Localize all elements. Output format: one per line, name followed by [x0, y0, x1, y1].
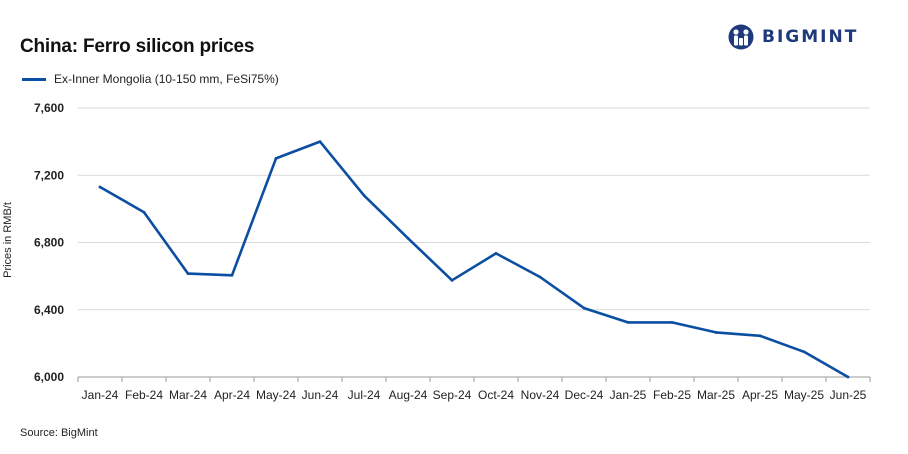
data-point — [670, 320, 674, 324]
data-point — [626, 320, 630, 324]
x-tick-label: Feb-25 — [653, 388, 691, 402]
data-point — [538, 275, 542, 279]
x-tick-label: Jan-25 — [610, 388, 647, 402]
data-point — [714, 331, 718, 334]
data-point — [362, 194, 366, 197]
y-tick-label: 6,800 — [34, 236, 64, 250]
y-tick-label: 7,600 — [34, 101, 64, 115]
x-tick-label: Dec-24 — [565, 388, 604, 402]
y-tick-label: 6,000 — [34, 370, 64, 384]
x-tick-label: Nov-24 — [521, 388, 560, 402]
chart-legend: Ex-Inner Mongolia (10-150 mm, FeSi75%) — [22, 72, 279, 86]
x-tick-label: Jan-24 — [82, 388, 119, 402]
data-point — [494, 252, 498, 255]
data-point — [802, 350, 806, 354]
data-point — [450, 278, 454, 282]
bigmint-logo-icon — [728, 24, 754, 50]
x-tick-label: Mar-24 — [169, 388, 207, 402]
x-tick-label: Jun-24 — [302, 388, 339, 402]
data-point — [230, 273, 234, 277]
x-tick-label: Apr-24 — [214, 388, 250, 402]
data-point — [186, 272, 190, 276]
data-point — [98, 185, 102, 189]
x-tick-label: Oct-24 — [478, 388, 514, 402]
y-tick-label: 6,400 — [34, 303, 64, 317]
data-point — [318, 140, 322, 144]
data-point — [582, 306, 586, 310]
legend-swatch — [22, 77, 46, 81]
x-tick-label: May-25 — [784, 388, 824, 402]
source-note: Source: BigMint — [20, 427, 98, 439]
y-tick-label: 7,200 — [34, 168, 64, 182]
data-point — [274, 157, 278, 160]
x-tick-label: Feb-24 — [125, 388, 163, 402]
data-point — [846, 375, 850, 379]
x-tick-label: Mar-25 — [697, 388, 735, 402]
data-point — [142, 210, 146, 214]
x-tick-label: Jun-25 — [830, 388, 867, 402]
data-point — [758, 334, 762, 338]
x-tick-label: Sep-24 — [433, 388, 472, 402]
x-tick-label: Apr-25 — [742, 388, 778, 402]
data-point — [406, 236, 410, 240]
x-tick-label: May-24 — [256, 388, 296, 402]
brand-name: BIGMINT — [762, 27, 859, 47]
chart-title: China: Ferro silicon prices — [20, 36, 255, 57]
x-tick-label: Jul-24 — [348, 388, 381, 402]
brand-logo: BIGMINT — [728, 22, 858, 52]
x-tick-label: Aug-24 — [389, 388, 428, 402]
legend-label: Ex-Inner Mongolia (10-150 mm, FeSi75%) — [54, 72, 279, 86]
series-line — [98, 140, 850, 379]
